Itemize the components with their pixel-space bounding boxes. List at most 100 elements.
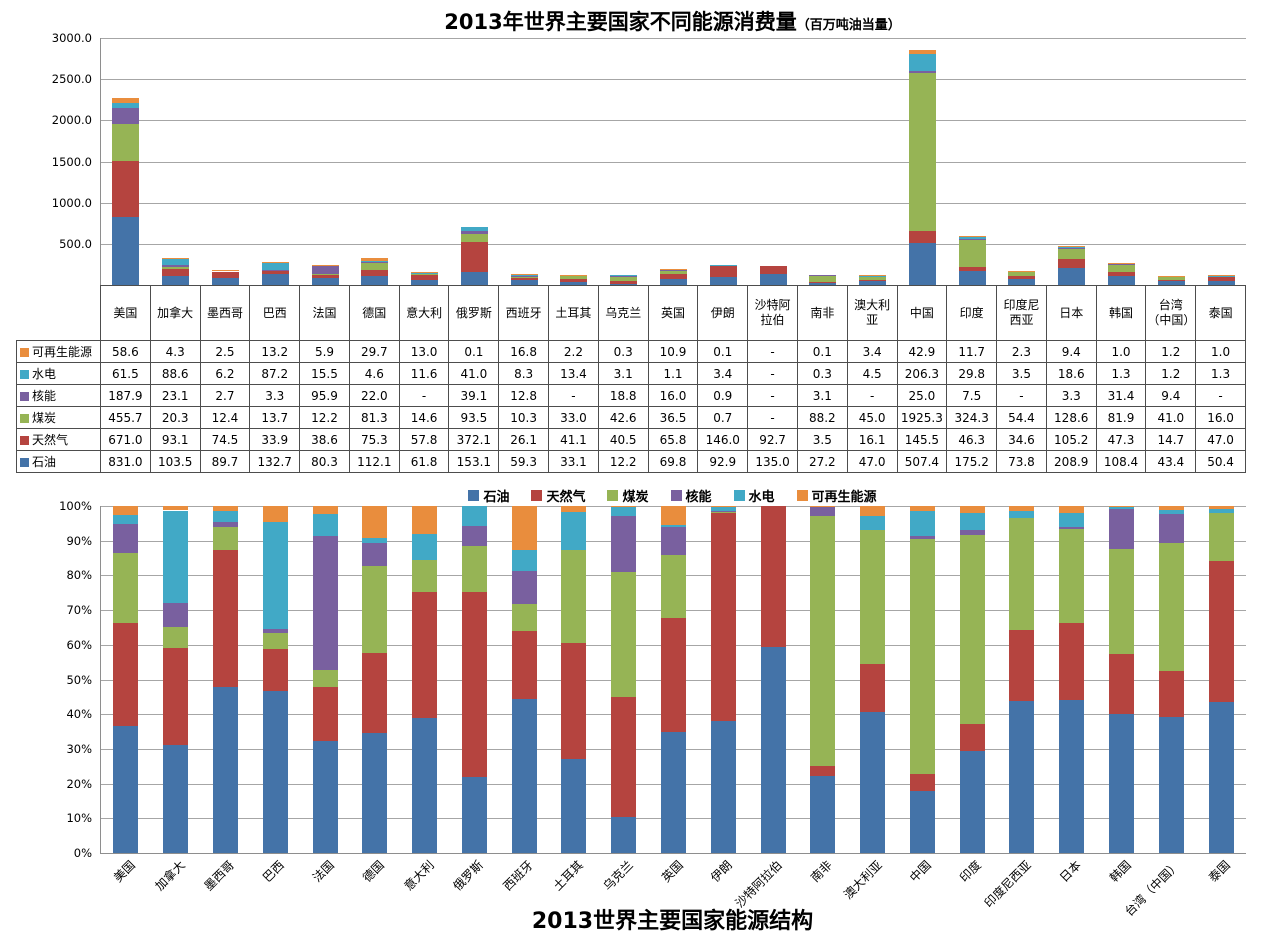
bar-segment (959, 512, 985, 531)
bar-segment (1158, 671, 1184, 718)
bar-segment (660, 279, 687, 285)
bar-segment (162, 268, 190, 277)
bar-segment (909, 511, 935, 537)
table-value-cell: 1.1 (647, 362, 699, 385)
stacked-bar (113, 506, 139, 853)
bar-segment (610, 280, 638, 284)
table-value-cell: 58.6 (100, 340, 151, 363)
table-country-header: 加拿大 (149, 285, 201, 341)
y-axis-tick-label: 2500.0 (51, 72, 92, 87)
table-value-cell: 36.5 (647, 406, 699, 429)
table-value-cell: 4.6 (348, 362, 400, 385)
table-value-cell: 11.7 (946, 340, 998, 363)
table-value-cell: 831.0 (100, 450, 151, 473)
bar-segment (959, 750, 985, 853)
bar-segment (561, 643, 587, 760)
bar-segment (211, 271, 239, 278)
bar-segment (909, 536, 935, 540)
stacked-bar (511, 506, 537, 853)
bar-segment (412, 591, 438, 718)
legend-item: 可再生能源 (796, 486, 877, 505)
bar-segment (1108, 265, 1136, 273)
bar-segment (760, 506, 786, 648)
table-country-header: 泰国 (1195, 285, 1246, 341)
table-series-header: 可再生能源 (16, 340, 101, 363)
bar-segment (163, 510, 189, 603)
bar-segment (1109, 653, 1135, 715)
bar-segment (511, 631, 537, 699)
table-value-cell: 81.3 (348, 406, 400, 429)
bar-segment (412, 559, 438, 592)
bar-segment (311, 275, 339, 279)
stacked-bar (610, 38, 638, 285)
bar-segment (660, 268, 687, 270)
table-value-cell: 57.8 (398, 428, 450, 451)
bar-segment (1058, 248, 1086, 260)
bar-segment (909, 539, 935, 774)
bar-segment (312, 669, 338, 687)
bar-segment (661, 731, 686, 853)
stacked-bar (312, 506, 338, 853)
table-row: 水电 61.5 88.6 6.2 87.2 15.5 4.6 11.6 41.0 8.3 13.4 3… (16, 362, 1246, 385)
y-axis-tick-label: 500.0 (59, 236, 92, 251)
table-country-header: 美国 (100, 285, 151, 341)
bar-segment (261, 270, 289, 272)
table-value-cell: 45.0 (846, 406, 898, 429)
bar-segment (510, 277, 538, 278)
stacked-bar (909, 506, 935, 853)
bar-segment (1009, 517, 1035, 630)
bar-segment (809, 275, 837, 283)
legend-swatch-icon (20, 458, 29, 467)
bar-segment (262, 690, 288, 853)
table-value-cell: 14.7 (1145, 428, 1197, 451)
bar-segment (1059, 700, 1085, 853)
table-value-cell: - (846, 384, 898, 407)
bar-segment (113, 725, 139, 853)
table-value-cell: - (747, 362, 798, 385)
table-value-cell: 3.4 (846, 340, 898, 363)
bar-segment (460, 272, 488, 285)
bar-segment (561, 506, 587, 513)
legend-swatch-icon (20, 414, 29, 423)
legend-item-label: 水电 (748, 490, 775, 505)
bar-segment (611, 816, 637, 853)
table-value-cell: 34.6 (996, 428, 1047, 451)
bar-segment (1158, 513, 1184, 543)
y-axis-tick-label: 3000.0 (51, 31, 92, 45)
table-value-cell: 16.1 (846, 428, 898, 451)
table-value-cell: - (747, 406, 798, 429)
bar-segment (361, 261, 389, 263)
bar-segment (710, 720, 736, 853)
bar-segment (958, 237, 986, 240)
bar-segment (411, 279, 439, 285)
table-value-cell: 18.6 (1045, 362, 1097, 385)
stacked-bar (759, 38, 787, 285)
table-value-cell: 41.1 (548, 428, 599, 451)
table-value-cell: 65.8 (647, 428, 699, 451)
table-country-header: 南非 (796, 285, 848, 341)
gridline (101, 38, 1246, 39)
bar-segment (661, 524, 686, 527)
table-value-cell: 671.0 (100, 428, 151, 451)
table-value-cell: 0.1 (448, 340, 500, 363)
bar-segment (361, 269, 389, 276)
stacked-bar (661, 506, 686, 853)
table-value-cell: 93.5 (448, 406, 500, 429)
stacked-bar (510, 38, 538, 285)
table-value-cell: 0.3 (597, 340, 649, 363)
table-value-cell: 46.3 (946, 428, 998, 451)
y-axis-tick-label: 100% (59, 499, 92, 513)
table-series-header: 水电 (16, 362, 101, 385)
bar-segment (211, 269, 239, 271)
bar-segment (1059, 528, 1085, 624)
bar-segment (660, 270, 687, 274)
table-value-cell: 103.5 (149, 450, 201, 473)
bar-segment (1059, 512, 1085, 527)
bar-segment (1009, 506, 1035, 511)
table-country-header: 日本 (1045, 285, 1097, 341)
table-value-cell: 3.4 (697, 362, 749, 385)
stacked-bar (361, 38, 389, 285)
bar-segment (1109, 714, 1135, 853)
table-series-label: 水电 (32, 367, 57, 381)
bar-segment (1208, 560, 1234, 702)
